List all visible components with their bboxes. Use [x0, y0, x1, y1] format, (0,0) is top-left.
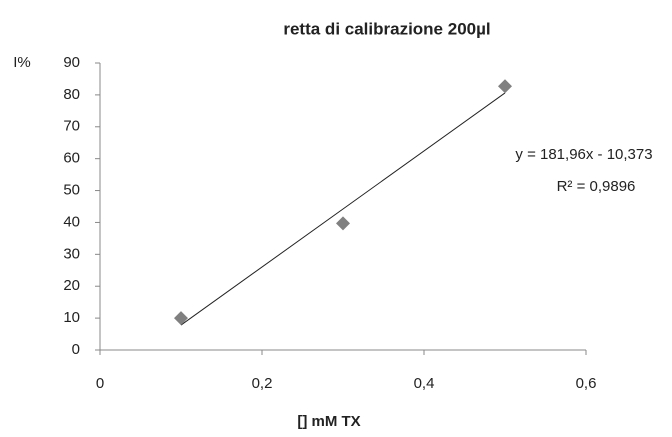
point	[498, 79, 512, 94]
x-tick-label: 0,4	[414, 375, 435, 392]
y-axis-title: I%	[13, 54, 31, 71]
y-tick-label: 20	[63, 277, 80, 294]
y-tick-label: 80	[63, 86, 80, 103]
y-tick-label: 40	[63, 213, 80, 230]
y-tick-label: 0	[72, 341, 80, 358]
x-tick-label: 0,2	[252, 375, 273, 392]
chart-title: retta di calibrazione 200µl	[283, 19, 490, 38]
point	[336, 216, 350, 231]
y-tick-label: 50	[63, 182, 80, 199]
x-tick-label: 0	[96, 375, 104, 392]
y-tick-label: 90	[63, 54, 80, 71]
point	[174, 311, 188, 326]
y-tick-label: 30	[63, 245, 80, 262]
trendline	[180, 92, 506, 326]
y-tick-label: 70	[63, 118, 80, 135]
x-axis-title: [] mM TX	[297, 413, 360, 430]
trendline-equation: y = 181,96x - 10,373	[515, 146, 652, 163]
trendline-r-squared: R² = 0,9896	[557, 178, 636, 195]
y-tick-label: 10	[63, 309, 80, 326]
y-tick-label: 60	[63, 150, 80, 167]
x-tick-label: 0,6	[576, 375, 597, 392]
